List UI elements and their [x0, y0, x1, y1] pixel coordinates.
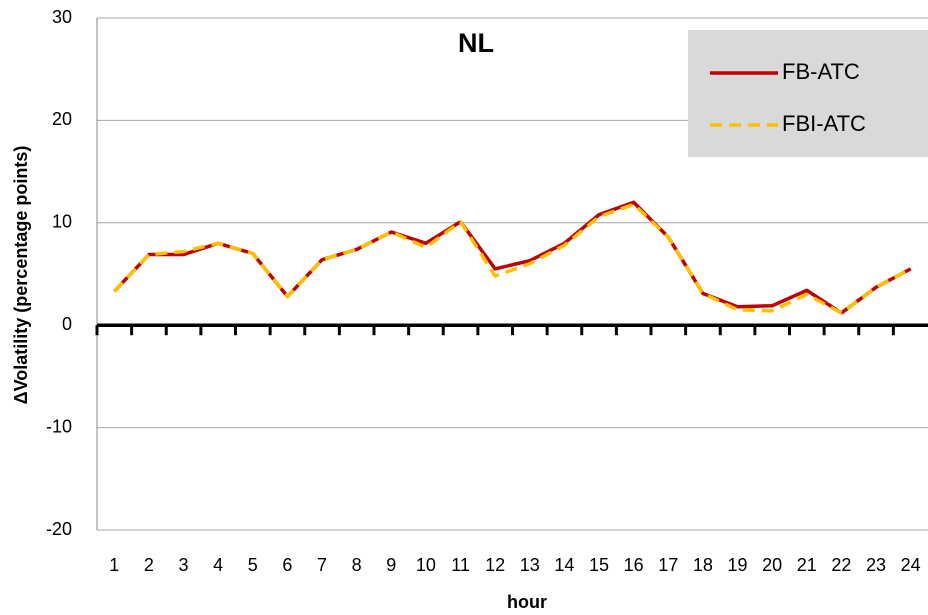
y-axis-label: ΔVolatility (percentage points): [11, 146, 31, 405]
x-tick-label: 2: [144, 555, 154, 575]
x-tick-label: 8: [352, 555, 362, 575]
y-tick-label: -10: [46, 416, 72, 436]
x-tick-label: 6: [282, 555, 292, 575]
series-line: [113, 202, 912, 315]
x-tick-label: 13: [520, 555, 540, 575]
x-tick-label: 9: [386, 555, 396, 575]
x-tick-label: 7: [317, 555, 327, 575]
x-tick-label: 11: [451, 555, 470, 575]
series-line: [113, 200, 912, 315]
x-tick-label: 17: [658, 555, 678, 575]
x-tick-label: 4: [213, 555, 223, 575]
x-tick-label: 10: [416, 555, 436, 575]
x-tick-label: 16: [624, 555, 644, 575]
legend-box: [688, 30, 928, 157]
x-tick-label: 23: [866, 555, 886, 575]
y-tick-label: -20: [46, 519, 72, 539]
x-tick-label: 3: [179, 555, 189, 575]
legend-label: FBI-ATC: [782, 111, 866, 136]
x-tick-label: 18: [693, 555, 713, 575]
x-tick-label: 12: [485, 555, 505, 575]
y-tick-label: 20: [52, 109, 72, 129]
x-tick-label: 1: [109, 555, 119, 575]
legend-label: FB-ATC: [782, 59, 860, 84]
x-axis-label: hour: [507, 592, 547, 612]
x-tick-label: 15: [589, 555, 609, 575]
x-tick-label: 5: [248, 555, 258, 575]
y-tick-label: 10: [52, 212, 72, 232]
x-tick-label: 24: [901, 555, 921, 575]
y-tick-label: 0: [62, 314, 72, 334]
chart-title: NL: [458, 28, 494, 58]
x-tick-label: 21: [797, 555, 817, 575]
x-tick-label: 22: [831, 555, 851, 575]
x-tick-label: 14: [554, 555, 574, 575]
x-tick-label: 19: [728, 555, 748, 575]
x-tick-label: 20: [762, 555, 782, 575]
y-tick-label: 30: [52, 7, 72, 27]
